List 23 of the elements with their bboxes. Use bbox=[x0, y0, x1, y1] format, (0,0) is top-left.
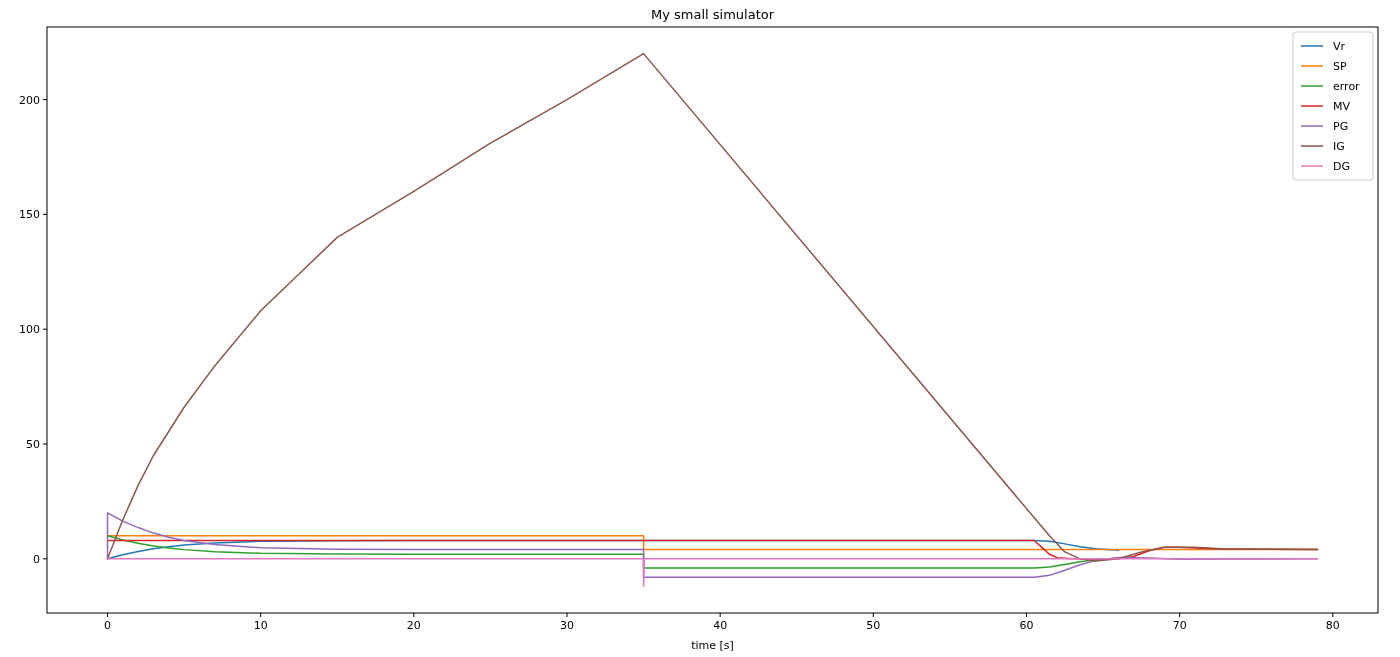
legend-label: Vr bbox=[1333, 40, 1346, 53]
legend-label: SP bbox=[1333, 60, 1347, 73]
x-tick-label: 10 bbox=[253, 619, 268, 632]
y-tick-label: 0 bbox=[33, 552, 40, 566]
x-tick-label: 40 bbox=[713, 619, 728, 632]
legend-label: MV bbox=[1333, 100, 1351, 113]
y-tick-label: 100 bbox=[19, 323, 40, 337]
legend-label: error bbox=[1333, 80, 1361, 93]
legend-label: PG bbox=[1333, 120, 1349, 133]
y-tick-label: 50 bbox=[26, 438, 40, 451]
x-tick-label: 50 bbox=[866, 619, 881, 632]
x-tick-label: 60 bbox=[1019, 619, 1034, 632]
x-tick-label: 20 bbox=[406, 619, 421, 632]
y-tick-label: 150 bbox=[19, 208, 40, 222]
chart-title: My small simulator bbox=[650, 7, 775, 22]
x-tick-label: 80 bbox=[1325, 619, 1340, 632]
x-axis-title: time [s] bbox=[691, 639, 734, 652]
x-tick-label: 70 bbox=[1172, 619, 1187, 632]
x-tick-label: 0 bbox=[104, 619, 111, 632]
x-tick-label: 30 bbox=[559, 619, 574, 632]
legend-label: DG bbox=[1333, 160, 1350, 173]
legend-label: IG bbox=[1333, 140, 1345, 153]
y-tick-label: 200 bbox=[19, 93, 40, 107]
